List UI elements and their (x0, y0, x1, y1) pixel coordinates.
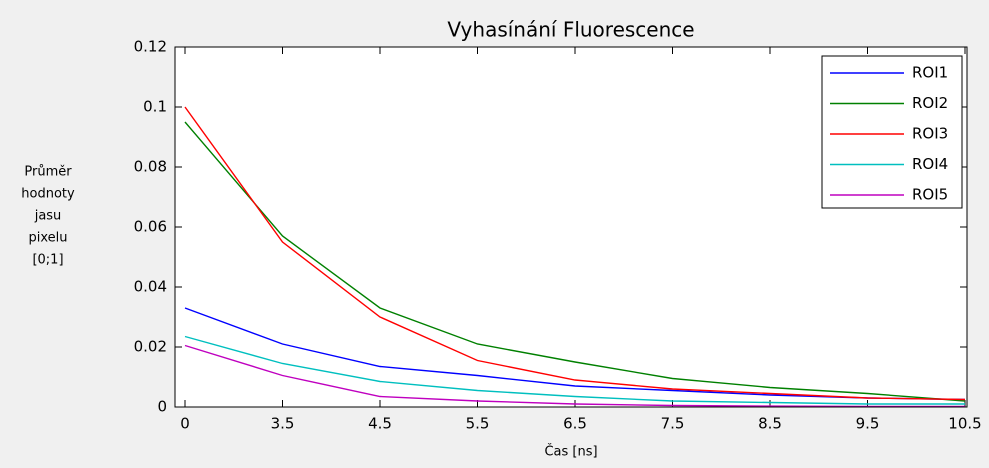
x-tick-label: 4.5 (368, 415, 392, 433)
x-tick-label: 0 (180, 415, 190, 433)
y-tick-label: 0 (157, 398, 167, 416)
y-tick-label: 0.02 (134, 338, 167, 356)
x-tick-label: 5.5 (466, 415, 490, 433)
legend-label: ROI5 (912, 186, 948, 204)
legend-label: ROI2 (912, 94, 948, 112)
x-tick-label: 7.5 (661, 415, 685, 433)
y-tick-label: 0.06 (134, 218, 167, 236)
x-tick-label: 6.5 (563, 415, 587, 433)
y-axis-label: jasu (34, 209, 62, 224)
x-tick-label: 9.5 (856, 415, 880, 433)
y-tick-label: 0.12 (134, 38, 167, 56)
plot-frame (174, 46, 968, 408)
x-tick-label: 3.5 (271, 415, 295, 433)
y-tick-label: 0.1 (143, 98, 167, 116)
x-tick-label: 10.5 (948, 415, 981, 433)
legend-label: ROI3 (912, 125, 948, 143)
y-axis-label: [0;1] (32, 253, 63, 268)
y-axis-label: pixelu (28, 231, 67, 246)
chart-title: Vyhasínání Fluorescence (447, 18, 694, 42)
legend-label: ROI1 (912, 64, 948, 82)
x-axis-label: Čas [ns] (544, 444, 597, 460)
data-line (184, 106, 966, 401)
y-tick-label: 0.04 (134, 278, 167, 296)
data-line (184, 344, 965, 408)
legend-box (821, 55, 963, 209)
legend-label: ROI4 (912, 155, 948, 173)
data-line (184, 335, 965, 405)
y-axis-label: hodnoty (21, 187, 75, 202)
x-tick-label: 8.5 (758, 415, 782, 433)
y-tick-label: 0.08 (134, 158, 167, 176)
data-line (184, 121, 966, 402)
y-axis-label: Průměr (24, 165, 72, 180)
